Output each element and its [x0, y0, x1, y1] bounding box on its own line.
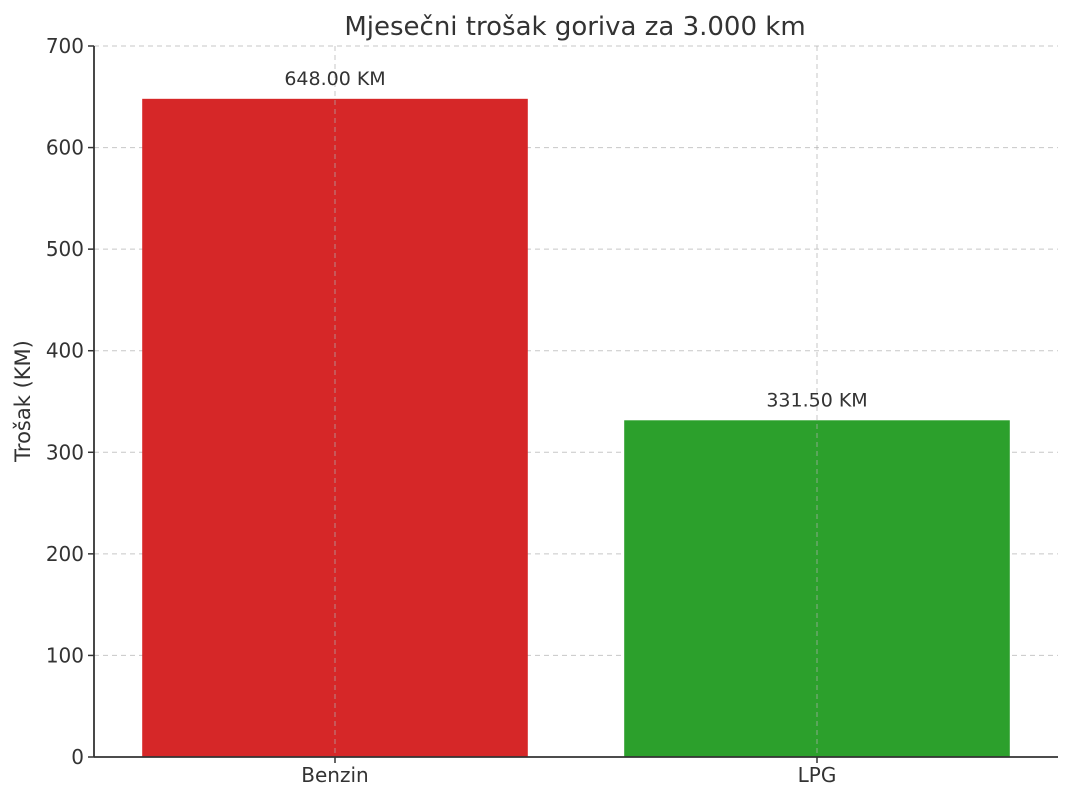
y-tick-label: 0 — [71, 745, 84, 769]
x-tick-label: LPG — [798, 763, 837, 787]
bar-value-label: 648.00 KM — [284, 68, 385, 90]
y-tick-label: 700 — [46, 34, 84, 58]
x-tick-label: Benzin — [301, 763, 368, 787]
y-axis-label: Trošak (KM) — [11, 340, 35, 463]
y-tick-label: 300 — [46, 440, 84, 464]
y-tick-label: 400 — [46, 339, 84, 363]
label-layer: 0 100 200 300 400 500 600 700 Benzin LPG 648.00 KM… — [46, 34, 868, 787]
y-tick-label: 200 — [46, 542, 84, 566]
chart-title: Mjesečni trošak goriva za 3.000 km — [344, 12, 805, 42]
axis-layer — [88, 45, 1058, 763]
y-tick-label: 500 — [46, 237, 84, 261]
bar-layer — [142, 98, 1010, 758]
y-tick-label: 100 — [46, 643, 84, 667]
bar-value-label: 331.50 KM — [766, 389, 867, 411]
y-tick-label: 600 — [46, 136, 84, 160]
